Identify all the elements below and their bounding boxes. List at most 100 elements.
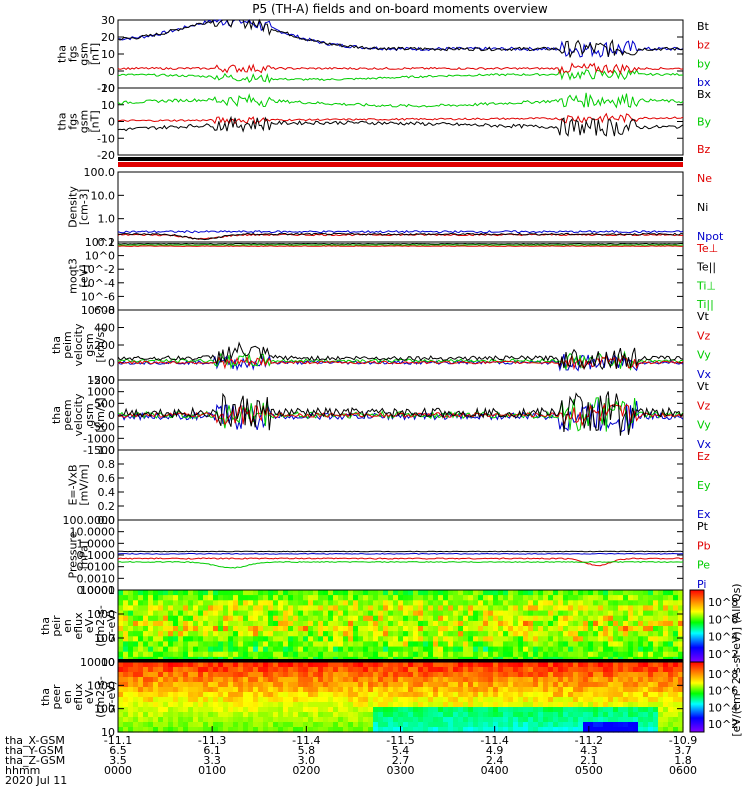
heatmap-cell	[493, 605, 499, 612]
heatmap-cell	[558, 615, 564, 622]
heatmap-cell	[468, 620, 474, 627]
heatmap-cell	[643, 692, 649, 698]
heatmap-cell	[523, 702, 529, 708]
heatmap-cell	[508, 595, 514, 601]
heatmap-cell	[373, 600, 379, 606]
heatmap-cell	[668, 610, 674, 617]
heatmap-cell	[658, 662, 664, 668]
heatmap-cell	[243, 662, 249, 668]
heatmap-cell	[128, 662, 134, 668]
heatmap-cell	[238, 697, 244, 703]
heatmap-cell	[663, 646, 669, 653]
heatmap-cell	[533, 677, 539, 683]
heatmap-cell	[663, 702, 669, 708]
heatmap-cell	[248, 677, 254, 683]
heatmap-cell	[678, 727, 684, 733]
heatmap-cell	[218, 636, 224, 642]
heatmap-cell	[123, 672, 129, 678]
heatmap-cell	[298, 682, 304, 688]
ephemeris-value: 0600	[669, 764, 697, 777]
heatmap-cell	[313, 646, 319, 653]
heatmap-cell	[408, 702, 414, 708]
heatmap-cell	[308, 646, 314, 653]
heatmap-cell	[173, 722, 179, 728]
heatmap-cell	[268, 646, 274, 653]
heatmap-cell	[428, 605, 434, 612]
heatmap-cell	[163, 682, 169, 688]
heatmap-cell	[333, 615, 339, 622]
heatmap-cell	[218, 667, 224, 673]
heatmap-cell	[258, 717, 264, 723]
heatmap-cell	[448, 677, 454, 683]
heatmap-cell	[373, 677, 379, 683]
heatmap-cell	[653, 697, 659, 703]
heatmap-cell	[273, 646, 279, 653]
heatmap-cell	[523, 692, 529, 698]
heatmap-cell	[538, 702, 544, 708]
heatmap-cell	[183, 651, 189, 658]
heatmap-cell	[668, 717, 674, 723]
heatmap-cell	[323, 707, 329, 713]
heatmap-cell	[208, 712, 214, 718]
heatmap-cell	[483, 636, 489, 642]
heatmap-cell	[273, 672, 279, 678]
heatmap-cell	[503, 615, 509, 622]
heatmap-cell	[573, 712, 579, 718]
heatmap-cell	[568, 682, 574, 688]
heatmap-cell	[363, 590, 369, 596]
heatmap-cell	[333, 610, 339, 617]
heatmap-cell	[278, 702, 284, 708]
heatmap-cell	[338, 620, 344, 627]
heatmap-cell	[508, 682, 514, 688]
heatmap-cell	[548, 707, 554, 713]
heatmap-cell	[663, 687, 669, 693]
heatmap-cell	[553, 722, 559, 728]
heatmap-cell	[573, 707, 579, 713]
heatmap-cell	[303, 687, 309, 693]
heatmap-cell	[173, 662, 179, 668]
heatmap-cell	[393, 712, 399, 718]
heatmap-cell	[428, 682, 434, 688]
heatmap-cell	[253, 722, 259, 728]
heatmap-cell	[193, 610, 199, 617]
y-tick-label: -200	[90, 374, 115, 387]
heatmap-cell	[403, 600, 409, 606]
heatmap-cell	[543, 692, 549, 698]
heatmap-cell	[498, 590, 504, 596]
heatmap-cell	[528, 595, 534, 601]
heatmap-cell	[218, 600, 224, 606]
heatmap-cell	[673, 697, 679, 703]
heatmap-cell	[418, 707, 424, 713]
heatmap-cell	[543, 722, 549, 728]
heatmap-cell	[233, 717, 239, 723]
heatmap-cell	[488, 682, 494, 688]
heatmap-cell	[123, 692, 129, 698]
heatmap-cell	[358, 615, 364, 622]
legend-entry: Ti⊥	[696, 279, 716, 292]
heatmap-cell	[143, 595, 149, 601]
heatmap-cell	[468, 707, 474, 713]
heatmap-cell	[158, 712, 164, 718]
heatmap-cell	[503, 595, 509, 601]
heatmap-cell	[503, 631, 509, 637]
heatmap-cell	[663, 717, 669, 723]
heatmap-cell	[443, 590, 449, 596]
heatmap-cell	[598, 667, 604, 673]
heatmap-cell	[288, 620, 294, 627]
heatmap-cell	[383, 646, 389, 653]
heatmap-cell	[513, 712, 519, 718]
heatmap-cell	[288, 605, 294, 612]
heatmap-cell	[218, 631, 224, 637]
heatmap-cell	[448, 610, 454, 617]
ephemeris-value: 1.8	[674, 754, 692, 767]
heatmap-cell	[138, 590, 144, 596]
heatmap-cell	[328, 702, 334, 708]
heatmap-cell	[453, 600, 459, 606]
heatmap-cell	[163, 600, 169, 606]
heatmap-cell	[403, 590, 409, 596]
heatmap-cell	[288, 610, 294, 617]
heatmap-cell	[658, 595, 664, 601]
heatmap-cell	[493, 626, 499, 632]
heatmap-cell	[278, 662, 284, 668]
heatmap-cell	[553, 667, 559, 673]
